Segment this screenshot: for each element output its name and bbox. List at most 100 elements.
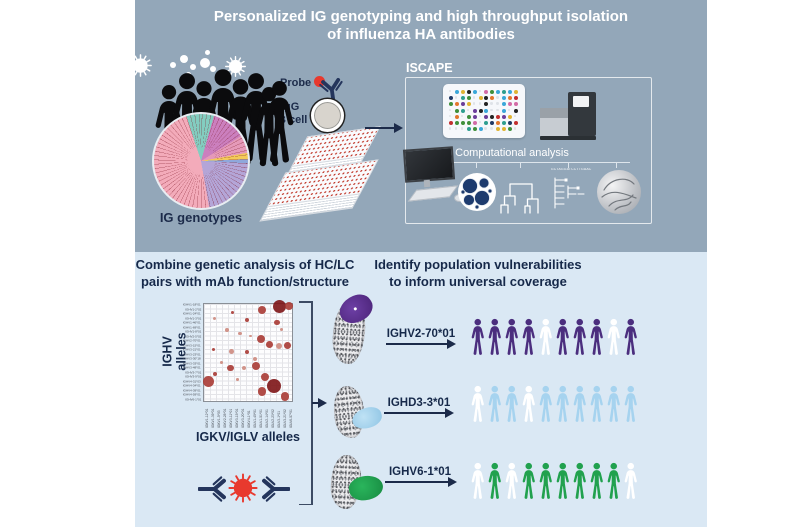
well-dot <box>466 102 471 107</box>
y-tick-labels: IGHV1-18*01 IGHV1-2*02 IGHV1-24*01 IGHV1-3*… <box>172 303 201 402</box>
well-dot <box>484 114 489 119</box>
row3-arrow <box>385 476 457 487</box>
person-icon <box>555 317 571 357</box>
particle-dot <box>170 62 176 68</box>
well-dot <box>513 121 518 125</box>
person-icon <box>555 384 571 424</box>
allele-label-row2: IGHD3-3*01 <box>387 397 451 409</box>
bubble <box>280 391 290 401</box>
well-dot <box>513 96 518 101</box>
probe-antigen-icon <box>314 76 325 87</box>
bubble <box>279 327 284 331</box>
well-dot <box>449 114 452 118</box>
bubble <box>273 300 287 314</box>
computer-icon <box>402 146 465 206</box>
x-tick: IGLV3-21*02 <box>284 409 288 428</box>
well-dot <box>484 102 489 107</box>
person-icon <box>572 384 588 424</box>
well-dot <box>454 127 458 130</box>
well-dot <box>472 121 477 125</box>
bubble <box>230 311 234 315</box>
bubble <box>236 378 239 382</box>
well-dot <box>472 90 477 94</box>
bracket-line <box>311 301 313 505</box>
x-tick: IGLV2-23*02 <box>272 409 276 428</box>
well-dot <box>513 90 518 94</box>
x-tick: IGLV1-40*01 <box>254 409 258 428</box>
flow-arrow <box>365 122 403 133</box>
well-dot <box>484 90 489 94</box>
x-tick: IGLV6-57*01 <box>290 409 294 428</box>
particle-dot <box>180 55 188 63</box>
well-dot <box>449 90 452 93</box>
title-line-2: of influenza HA antibodies <box>327 26 515 43</box>
row2-arrow <box>384 407 454 418</box>
population-row-3 <box>470 461 639 501</box>
well-dot <box>502 102 507 107</box>
person-icon <box>623 384 639 424</box>
bubble <box>212 316 217 321</box>
person-icon <box>470 384 486 424</box>
y-tick: IGHV1-2*02 <box>184 308 201 312</box>
y-tick: IGHV3-30*18 <box>183 357 201 361</box>
well-dot <box>502 90 507 94</box>
well-dot <box>484 127 487 130</box>
right-header-line-2: to inform universal coverage <box>389 274 567 289</box>
well-dot <box>484 96 489 101</box>
well-dot <box>460 121 465 125</box>
y-tick: IGHV1-18*01 <box>183 303 201 307</box>
alignment-sequence-text: GCTAGGATCCTTGAAC <box>551 168 592 172</box>
well-dot <box>466 96 471 101</box>
y-tick: IGHV1-46*01 <box>183 321 201 325</box>
well-dot <box>449 121 453 125</box>
x-tick: IGKV1-5*03 <box>218 410 222 428</box>
person-icon <box>470 461 486 501</box>
bubble <box>228 349 234 354</box>
bracket-arrow <box>312 397 327 408</box>
clonal-clusters-icon <box>458 173 496 211</box>
protein-structure-icon <box>597 170 641 214</box>
bubble <box>266 379 281 394</box>
x-tick: IGKV2-28*01 <box>224 408 228 428</box>
well-dot <box>472 102 475 105</box>
well-dot <box>502 108 507 113</box>
well-dot <box>490 96 495 101</box>
well-dot <box>460 108 465 113</box>
bubble <box>245 349 250 354</box>
well-dot <box>513 108 518 113</box>
bubble <box>251 361 261 371</box>
dendrogram-icon <box>500 183 539 214</box>
connector-tick <box>616 162 618 168</box>
y-tick: IGHV3-48*01 <box>183 366 201 370</box>
bubble <box>258 305 267 314</box>
bubble <box>227 364 234 372</box>
well-dot <box>490 108 493 111</box>
person-icon <box>589 461 605 501</box>
y-tick: IGHV1-69*01 <box>183 326 201 330</box>
x-tick: IGKV1-12*01 <box>206 408 210 428</box>
antibody-icon <box>260 474 290 504</box>
particle-dot <box>205 50 210 55</box>
y-tick: IGHV2-70*01 <box>183 339 201 343</box>
y-tick: IGHV3-33*01 <box>183 362 201 366</box>
y-tick: IGHV1-24*01 <box>183 312 201 316</box>
x-tick-labels: IGKV1-12*01 IGKV1-39*01 IGKV1-5*03 IGKV2-28… <box>203 404 295 432</box>
well-dot <box>454 121 459 125</box>
left-header-line-2: pairs with mAb function/structure <box>140 274 349 289</box>
well-dot <box>454 108 459 113</box>
particle-dot <box>190 64 196 70</box>
bubble <box>275 342 282 349</box>
x-tick: IGLV3-1*01 <box>278 410 282 428</box>
allele-label-row3: IGHV6-1*01 <box>388 466 451 478</box>
well-dot <box>496 102 499 105</box>
bubble <box>260 372 269 381</box>
bubble <box>285 301 294 310</box>
person-icon <box>504 384 520 424</box>
well-dot <box>496 121 501 125</box>
connector-tick <box>476 162 478 168</box>
well-dot <box>496 127 501 132</box>
well-dot <box>478 102 481 105</box>
well-dot <box>454 102 459 107</box>
well-dot <box>508 90 512 94</box>
